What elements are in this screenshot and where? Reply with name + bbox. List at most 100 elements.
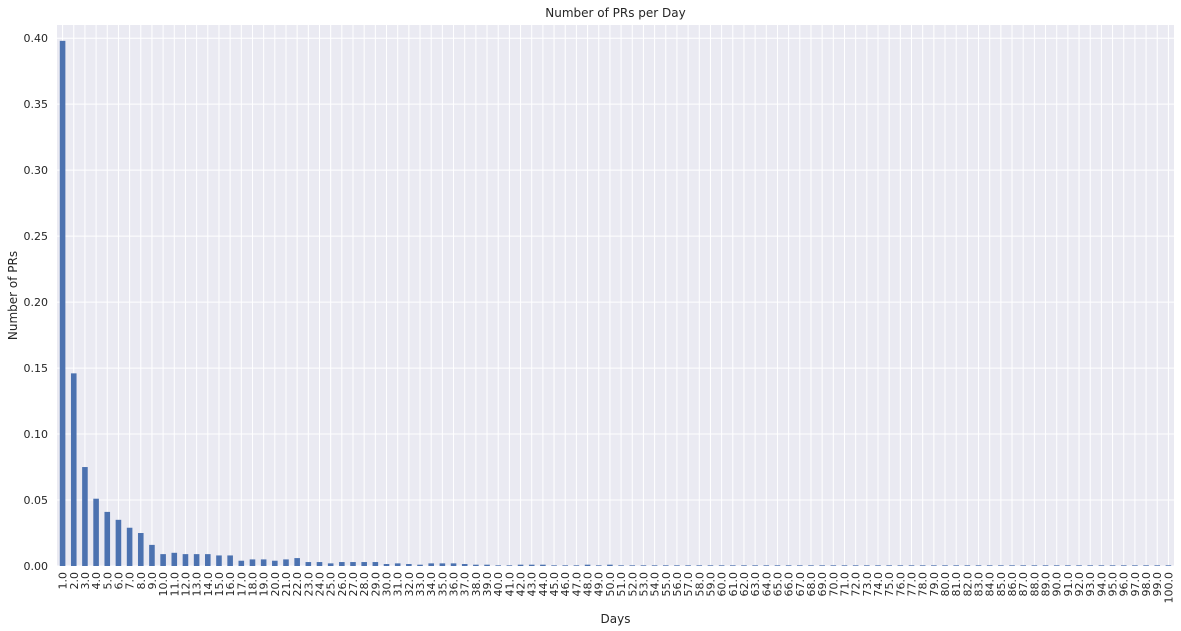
bar-day-1.0 — [59, 40, 66, 566]
x-tick-label: 42.0 — [515, 572, 528, 597]
bar-day-43.0 — [528, 564, 535, 566]
bar-day-11.0 — [171, 552, 178, 566]
bar-day-21.0 — [283, 559, 289, 566]
x-tick-label: 38.0 — [470, 572, 483, 597]
bar-day-17.0 — [238, 560, 245, 566]
bar-day-65.0 — [774, 565, 781, 566]
x-tick-label: 96.0 — [1118, 572, 1131, 597]
x-tick-label: 91.0 — [1062, 572, 1075, 597]
y-axis-label: Number of PRs — [6, 251, 20, 340]
bar-day-26.0 — [339, 562, 345, 566]
x-tick-label: 40.0 — [492, 572, 505, 597]
x-tick-label: 55.0 — [660, 572, 673, 597]
x-tick-label: 14.0 — [202, 572, 215, 597]
bar-day-82.0 — [964, 565, 971, 566]
bar-day-97.0 — [1132, 565, 1138, 566]
bar-day-27.0 — [350, 562, 356, 566]
bar-day-85.0 — [998, 565, 1004, 566]
bar-day-34.0 — [428, 563, 434, 566]
x-tick-label: 7.0 — [124, 572, 137, 590]
bar-day-53.0 — [640, 565, 647, 566]
bar-day-60.0 — [718, 565, 725, 566]
y-tick-label: 0.35 — [24, 98, 49, 111]
bar-day-90.0 — [1053, 565, 1060, 566]
x-tick-label: 60.0 — [716, 572, 729, 597]
x-tick-label: 11.0 — [168, 572, 181, 597]
y-tick-label: 0.10 — [24, 428, 49, 441]
x-tick-label: 80.0 — [939, 572, 952, 597]
bar-day-14.0 — [205, 554, 211, 566]
x-tick-label: 29.0 — [369, 572, 382, 597]
x-tick-label: 84.0 — [984, 572, 997, 597]
y-tick-label: 0.00 — [24, 560, 49, 573]
x-tick-label: 9.0 — [146, 572, 159, 590]
x-tick-label: 10.0 — [157, 572, 170, 597]
y-tick-label: 0.25 — [24, 230, 49, 243]
bar-day-89.0 — [1042, 565, 1049, 566]
x-tick-label: 47.0 — [570, 572, 583, 597]
x-tick-label: 65.0 — [771, 572, 784, 597]
x-tick-label: 13.0 — [191, 572, 204, 597]
x-tick-label: 52.0 — [626, 572, 639, 597]
x-tick-label: 46.0 — [559, 572, 572, 597]
bar-day-84.0 — [986, 565, 993, 566]
x-tick-label: 35.0 — [436, 572, 449, 597]
bars — [59, 40, 1172, 566]
bar-day-76.0 — [897, 565, 904, 566]
x-tick-label: 59.0 — [704, 572, 717, 597]
x-tick-label: 54.0 — [649, 572, 662, 597]
x-tick-label: 17.0 — [235, 572, 248, 597]
bar-day-80.0 — [942, 565, 948, 566]
x-tick-label: 93.0 — [1084, 572, 1097, 597]
bar-day-71.0 — [841, 565, 848, 566]
x-tick-label: 21.0 — [280, 572, 293, 597]
bar-day-55.0 — [662, 565, 669, 566]
bar-day-59.0 — [707, 565, 714, 566]
x-tick-label: 1.0 — [57, 572, 70, 590]
bar-day-29.0 — [372, 562, 379, 566]
bar-day-15.0 — [216, 555, 222, 566]
x-tick-label: 72.0 — [850, 572, 863, 597]
bar-day-64.0 — [763, 565, 770, 566]
x-tick-label: 85.0 — [995, 572, 1008, 597]
x-tick-label: 37.0 — [459, 572, 472, 597]
x-tick-label: 39.0 — [481, 572, 494, 597]
bar-day-8.0 — [137, 533, 144, 566]
x-tick-label: 81.0 — [950, 572, 963, 597]
x-tick-label: 49.0 — [593, 572, 606, 597]
grid-lines — [57, 25, 1174, 567]
y-axis-ticks: 0.00 0.05 0.10 0.15 0.20 0.25 0.30 0.35 0.40 — [24, 32, 49, 573]
x-tick-label: 77.0 — [906, 572, 919, 597]
bar-day-46.0 — [562, 565, 569, 566]
x-tick-label: 87.0 — [1017, 572, 1030, 597]
bar-day-6.0 — [115, 519, 122, 566]
x-tick-label: 83.0 — [973, 572, 986, 597]
x-tick-label: 97.0 — [1129, 572, 1142, 597]
chart-title: Number of PRs per Day — [545, 6, 685, 20]
x-tick-label: 61.0 — [727, 572, 740, 597]
x-tick-label: 71.0 — [838, 572, 851, 597]
x-tick-label: 63.0 — [749, 572, 762, 597]
bar-day-56.0 — [674, 565, 680, 566]
x-tick-label: 73.0 — [861, 572, 874, 597]
x-tick-label: 75.0 — [883, 572, 896, 597]
x-tick-label: 68.0 — [805, 572, 818, 597]
bar-day-31.0 — [394, 563, 401, 566]
y-tick-label: 0.05 — [24, 494, 49, 507]
x-tick-label: 88.0 — [1028, 572, 1041, 597]
x-tick-label: 74.0 — [872, 572, 885, 597]
x-tick-label: 3.0 — [79, 572, 92, 590]
bar-day-83.0 — [975, 565, 982, 566]
x-tick-label: 82.0 — [961, 572, 974, 597]
bar-day-63.0 — [752, 565, 758, 566]
x-tick-label: 48.0 — [582, 572, 595, 597]
x-tick-label: 16.0 — [224, 572, 237, 597]
bar-day-51.0 — [618, 565, 624, 566]
x-tick-label: 15.0 — [213, 572, 226, 597]
bar-day-33.0 — [417, 564, 423, 566]
bar-day-39.0 — [484, 564, 490, 566]
bar-day-70.0 — [830, 565, 837, 566]
x-tick-label: 58.0 — [693, 572, 706, 597]
bar-day-81.0 — [953, 565, 959, 566]
x-tick-label: 20.0 — [269, 572, 282, 597]
